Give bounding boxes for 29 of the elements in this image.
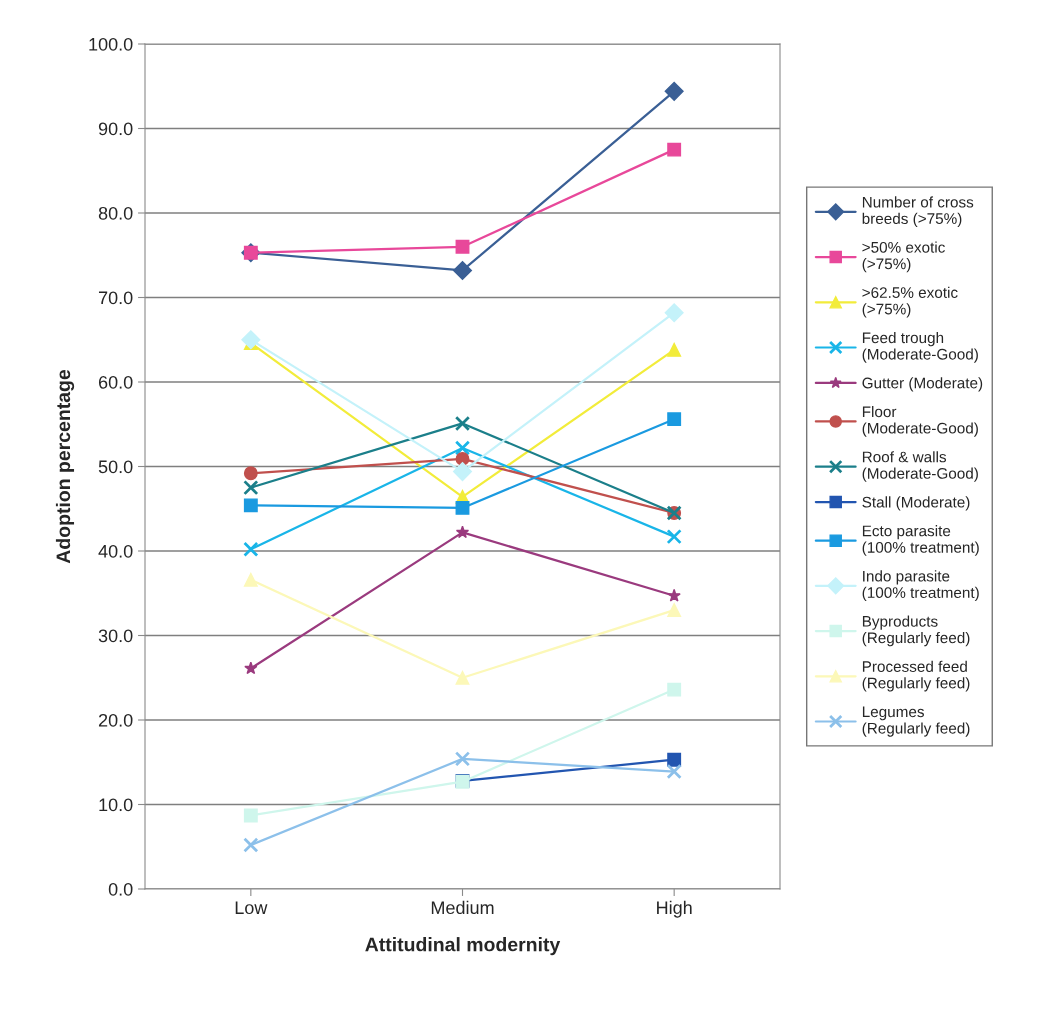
legend-label: Number of cross breeds (>75%) bbox=[862, 196, 974, 228]
y-tick-label: 80.0 bbox=[98, 206, 133, 220]
legend-label: Ecto parasite (100% treatment) bbox=[862, 525, 979, 556]
y-tick-label: 90.0 bbox=[98, 122, 133, 136]
legend-label: Legumes (Regularly feed) bbox=[862, 706, 970, 737]
x-tick-label: Medium bbox=[431, 900, 494, 915]
legend-label: >62.5% exotic (>75%) bbox=[862, 286, 958, 318]
y-tick-label: 70.0 bbox=[98, 291, 133, 305]
y-tick-label: 100.0 bbox=[89, 37, 133, 51]
legend-label: Byproducts (Regularly feed) bbox=[862, 615, 970, 647]
y-tick-label: 50.0 bbox=[98, 460, 133, 474]
x-tick-label: High bbox=[657, 900, 692, 918]
legend-label: Stall (Moderate) bbox=[862, 496, 970, 511]
x-axis-title: Attitudinal modernity bbox=[365, 937, 561, 956]
y-tick-label: 60.0 bbox=[98, 375, 133, 389]
legend-label: Feed trough (Moderate-Good) bbox=[862, 331, 978, 363]
legend-label: Indo parasite (100% treatment) bbox=[862, 570, 979, 602]
legend-label: >50% exotic (>75%) bbox=[862, 241, 945, 273]
legend-label: Gutter (Moderate) bbox=[862, 377, 983, 392]
legend-label: Floor (Moderate-Good) bbox=[862, 405, 978, 437]
legend-label: Processed feed (Regularly feed) bbox=[862, 660, 970, 692]
legend-label: Roof & walls (Moderate-Good) bbox=[862, 451, 978, 482]
y-tick-label: 40.0 bbox=[98, 544, 133, 558]
y-tick-label: 0.0 bbox=[108, 882, 133, 896]
y-axis-title: Adoption percentage bbox=[55, 369, 75, 564]
y-tick-label: 10.0 bbox=[99, 798, 133, 812]
x-tick-label: Low bbox=[235, 901, 268, 915]
y-tick-label: 20.0 bbox=[98, 713, 133, 727]
y-tick-label: 30.0 bbox=[98, 629, 133, 643]
